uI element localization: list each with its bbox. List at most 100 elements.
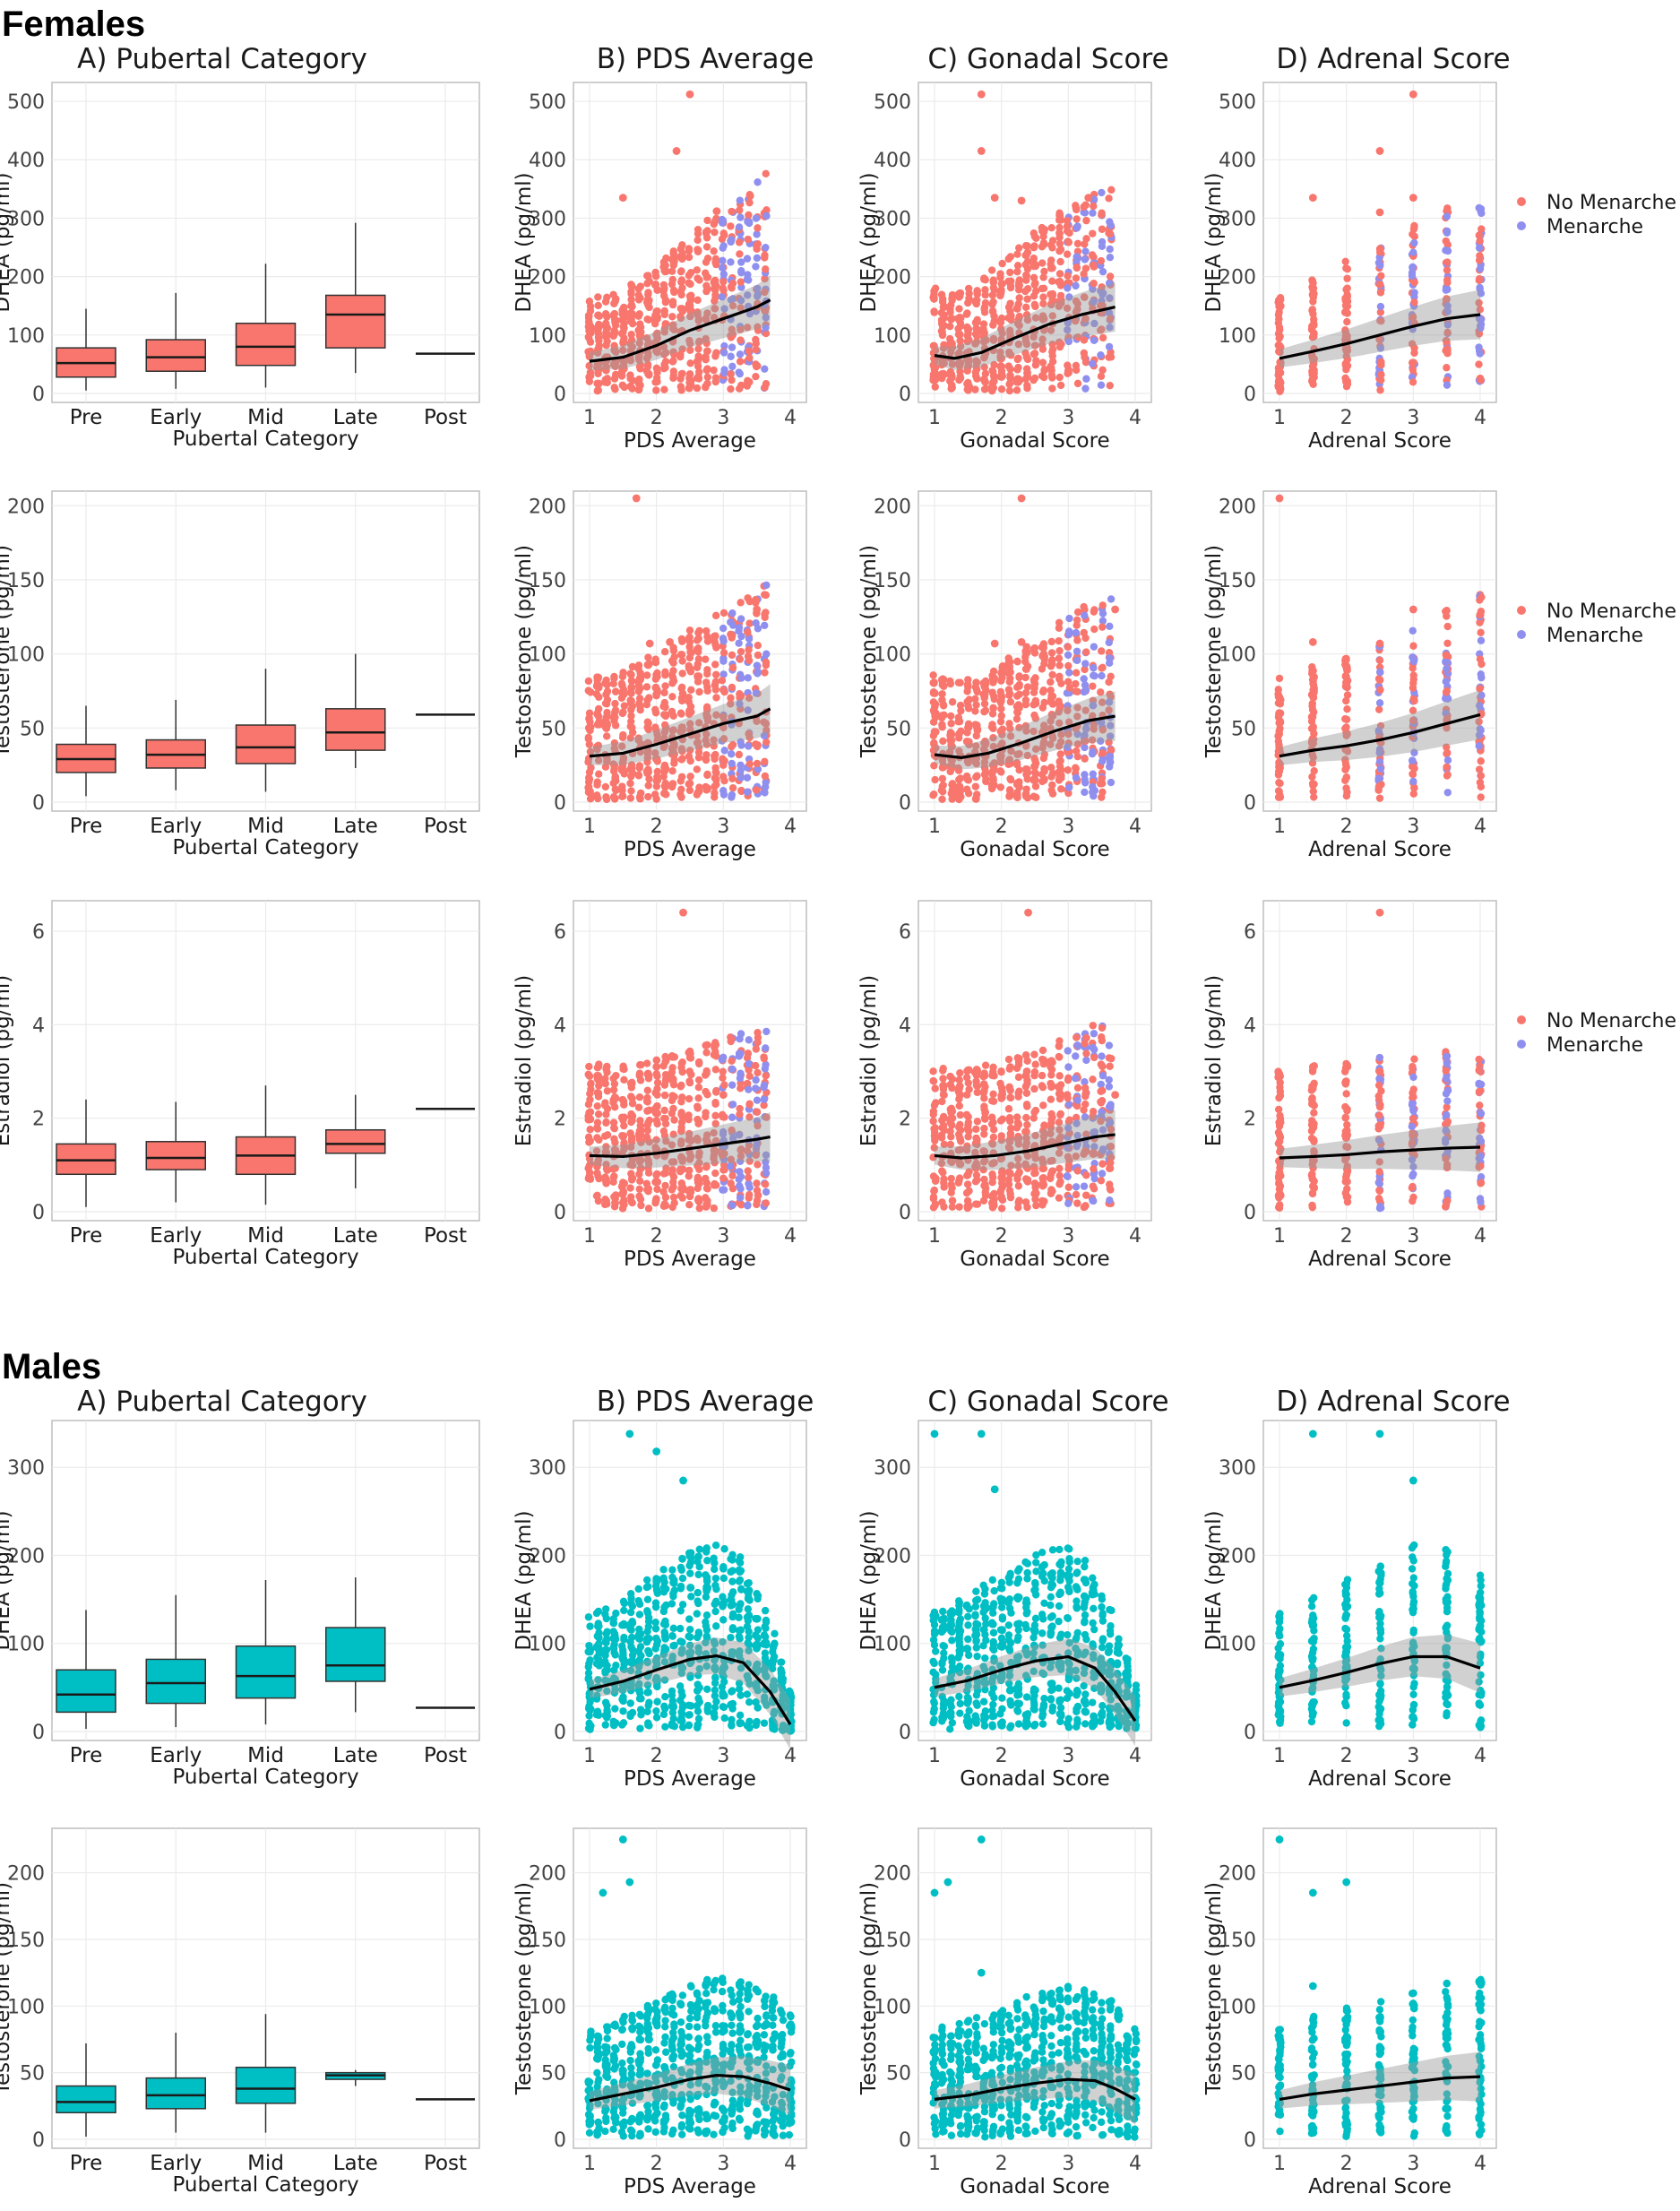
data-point	[760, 1081, 769, 1090]
data-point	[1006, 698, 1015, 706]
data-point	[620, 307, 628, 315]
data-point	[996, 717, 1005, 726]
data-point	[762, 1027, 771, 1036]
data-point	[1039, 293, 1047, 301]
data-point	[945, 334, 954, 343]
data-point	[720, 305, 728, 313]
data-point	[1477, 324, 1485, 333]
data-point	[1309, 679, 1317, 687]
data-point	[1064, 366, 1073, 374]
data-point	[956, 1134, 964, 1143]
data-point	[1475, 231, 1484, 239]
data-point	[678, 345, 686, 353]
data-point	[677, 267, 685, 275]
data-point	[587, 1079, 595, 1088]
data-point	[1038, 1071, 1047, 1080]
data-point	[711, 611, 720, 620]
data-point	[651, 684, 659, 692]
data-point	[1106, 1164, 1115, 1172]
data-point	[703, 1200, 711, 1209]
data-point	[1274, 330, 1283, 338]
data-point	[1022, 272, 1030, 281]
data-point	[1048, 384, 1056, 393]
data-point	[990, 372, 998, 381]
data-point	[963, 775, 972, 784]
data-point	[1375, 794, 1384, 802]
data-point	[1098, 267, 1107, 276]
data-point	[595, 366, 603, 374]
data-point	[1376, 247, 1384, 256]
data-point	[720, 776, 728, 785]
data-point	[594, 293, 602, 301]
data-point	[728, 631, 737, 640]
data-point	[651, 659, 660, 667]
data-point	[1080, 1182, 1089, 1190]
data-point	[954, 793, 963, 802]
data-point	[634, 353, 642, 361]
data-point	[593, 379, 601, 388]
data-point	[720, 341, 728, 350]
data-point	[670, 759, 678, 767]
data-point	[939, 781, 947, 790]
data-point	[1047, 786, 1055, 795]
data-point	[1376, 289, 1385, 297]
data-point	[694, 316, 702, 324]
data-point	[989, 321, 997, 329]
data-point	[593, 709, 601, 718]
data-point	[628, 702, 637, 711]
data-point	[659, 1170, 668, 1178]
y-axis-label: Estradiol (pg/ml)	[513, 975, 536, 1147]
data-point	[743, 788, 752, 796]
data-point	[1072, 628, 1081, 637]
data-point	[1015, 690, 1023, 698]
data-point	[735, 238, 744, 246]
x-axis-label: PDS Average	[624, 429, 756, 453]
data-point	[1030, 688, 1038, 696]
data-point	[711, 764, 719, 772]
data-point	[1341, 671, 1350, 680]
y-tick-label: 50	[541, 718, 566, 740]
data-point-outlier	[1308, 194, 1317, 203]
data-point	[1342, 307, 1350, 316]
data-point	[737, 1069, 745, 1077]
data-point	[1098, 647, 1106, 655]
y-axis-label: Estradiol (pg/ml)	[0, 975, 14, 1147]
data-point	[661, 1181, 669, 1190]
data-point	[660, 350, 668, 358]
data-point	[1073, 379, 1082, 388]
data-point	[1014, 375, 1023, 384]
data-point	[980, 1105, 988, 1114]
data-point	[996, 687, 1004, 696]
data-point	[644, 1205, 653, 1213]
data-point	[1048, 289, 1057, 298]
data-point	[661, 1114, 669, 1123]
data-point	[1341, 294, 1349, 303]
data-point	[711, 1100, 719, 1109]
data-point	[948, 296, 956, 305]
data-point	[660, 324, 669, 333]
data-point	[1475, 742, 1483, 750]
data-point	[595, 312, 604, 321]
data-point	[727, 222, 735, 230]
data-point	[948, 1196, 957, 1205]
data-point	[1004, 1180, 1013, 1188]
data-point	[610, 1124, 618, 1132]
data-point	[973, 318, 981, 326]
data-point	[611, 321, 620, 329]
data-point-outlier	[1017, 196, 1026, 205]
y-axis-label: Estradiol (pg/ml)	[1202, 975, 1226, 1147]
data-point	[593, 1089, 602, 1097]
data-point	[643, 1186, 651, 1194]
data-point	[1376, 676, 1384, 684]
x-tick-label: Mid	[247, 1224, 284, 1248]
data-point	[1409, 626, 1417, 635]
data-point	[1073, 1033, 1081, 1041]
data-point	[754, 742, 762, 751]
data-point	[737, 615, 745, 623]
data-point	[1056, 381, 1065, 390]
data-point	[736, 206, 744, 214]
data-point	[668, 275, 676, 284]
data-point	[972, 795, 980, 803]
